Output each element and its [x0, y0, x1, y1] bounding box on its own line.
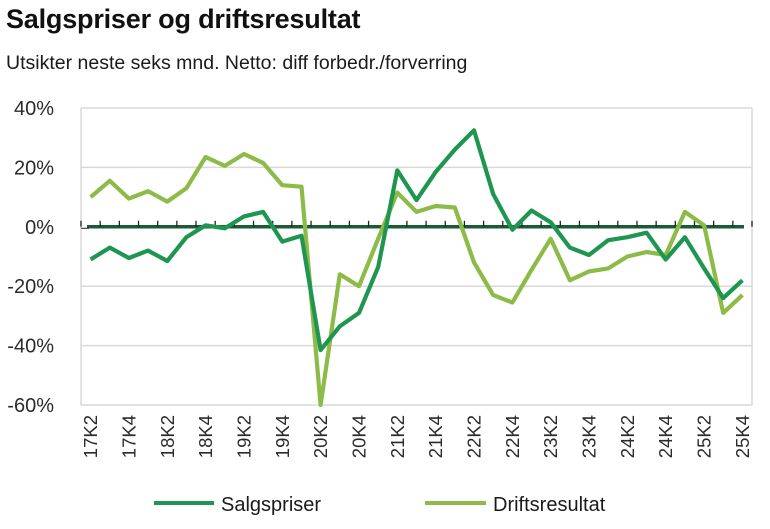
x-tick-label: 24K4 — [655, 415, 676, 458]
x-tick-label: 22K4 — [502, 415, 523, 458]
x-tick-label: 21K4 — [425, 415, 446, 458]
zero-axis — [80, 220, 753, 229]
x-tick-label: 23K4 — [579, 415, 600, 458]
x-tick-label: 19K2 — [233, 415, 254, 458]
series-line-salgspriser — [89, 128, 744, 353]
y-tick-label: 0% — [25, 217, 54, 239]
y-tick-label: -60% — [7, 395, 54, 417]
y-tick-label: 40% — [14, 98, 54, 120]
y-axis-tick-labels: 40% 20% 0% -20% -40% -60% — [7, 98, 54, 417]
x-tick-label: 18K2 — [157, 415, 178, 458]
x-tick-label: 20K4 — [348, 415, 369, 458]
x-tick-label: 17K4 — [118, 415, 139, 458]
x-tick-label: 17K2 — [80, 415, 101, 458]
x-tick-label: 19K4 — [272, 415, 293, 458]
x-tick-label: 18K4 — [195, 415, 216, 458]
chart-title: Salgspriser og driftsresultat — [6, 4, 361, 34]
legend-label-driftsresultat: Driftsresultat — [493, 494, 606, 516]
y-tick-label: -40% — [7, 336, 54, 358]
y-tick-label: -20% — [7, 276, 54, 298]
series-lines — [89, 128, 744, 408]
y-tick-label: 20% — [14, 157, 54, 179]
gridlines — [80, 107, 753, 406]
x-tick-label: 25K2 — [694, 415, 715, 458]
legend: Salgspriser Driftsresultat — [154, 494, 606, 516]
legend-label-salgspriser: Salgspriser — [221, 494, 321, 516]
x-tick-label: 23K2 — [540, 415, 561, 458]
series-line-driftsresultat — [89, 151, 744, 408]
x-tick-label: 21K2 — [387, 415, 408, 458]
x-tick-label: 24K2 — [617, 415, 638, 458]
x-tick-label: 25K4 — [732, 415, 753, 458]
x-tick-label: 20K2 — [310, 415, 331, 458]
x-axis-tick-labels: 17K2 17K4 18K2 18K4 19K2 19K4 20K2 20K4 21K2 21K4… — [80, 415, 753, 458]
chart-subtitle: Utsikter neste seks mnd. Netto: diff for… — [6, 52, 468, 74]
x-tick-label: 22K2 — [464, 415, 485, 458]
